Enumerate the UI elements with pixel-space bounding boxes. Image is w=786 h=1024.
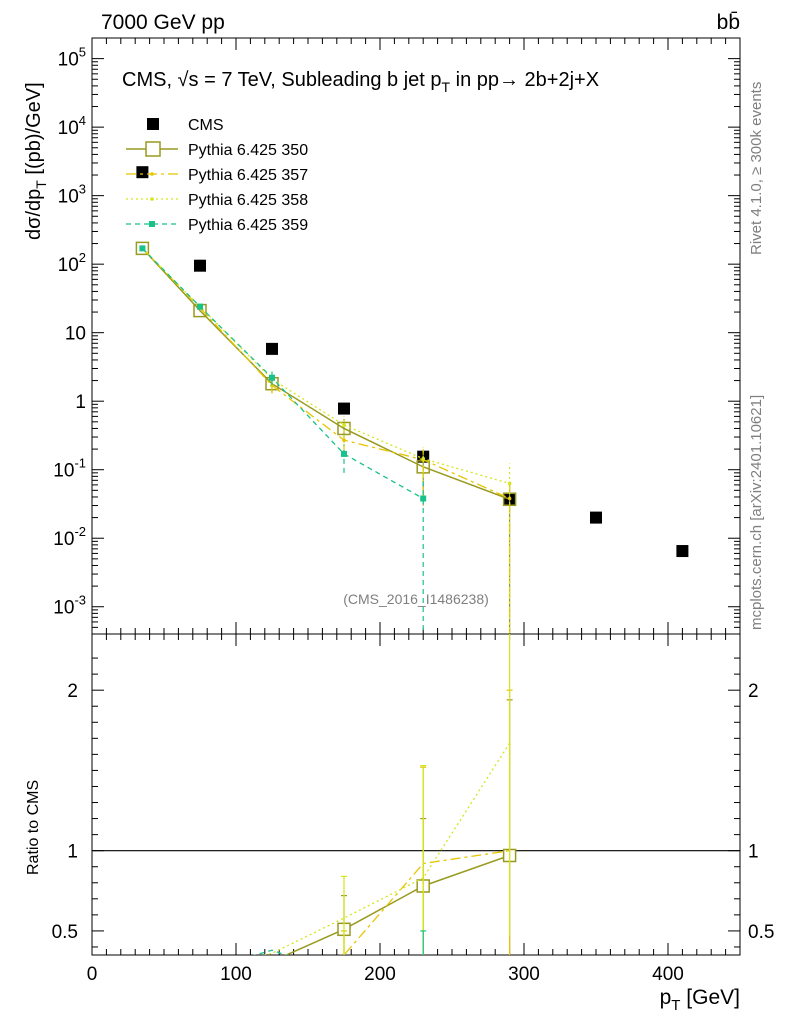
ratio-y-tick-label-right: 2	[748, 681, 759, 702]
rivet-version-label: Rivet 4.1.0, ≥ 300k events	[748, 82, 765, 255]
legend-marker-cms	[147, 118, 159, 130]
main-panel: 10-3 10-2 10-1 1 10 102 103 104 105	[53, 37, 741, 955]
legend-label: Pythia 6.425 358	[188, 192, 308, 209]
cms-data-point	[194, 259, 206, 272]
mc-marker	[507, 481, 512, 486]
mc-series-line	[141, 247, 510, 485]
y-tick-label: 104	[58, 113, 86, 139]
mc-marker	[139, 245, 146, 252]
y-tick-label: 1	[75, 392, 86, 413]
y-tick-label: 10-3	[53, 593, 86, 619]
ratio-y-tick-label: 0.5	[52, 922, 78, 943]
svg-text:dσ/dpT [(pb)/GeV]: dσ/dpT [(pb)/GeV]	[23, 82, 49, 240]
x-tick-label: 400	[652, 964, 684, 985]
mc-series-line	[141, 247, 510, 500]
ratio-y-tick-label-right: 1	[748, 842, 759, 863]
mc-series-line	[141, 247, 510, 500]
y-tick-label: 10	[65, 324, 86, 345]
x-tick-label: 0	[87, 964, 98, 985]
legend-label: Pythia 6.425 350	[188, 142, 308, 159]
y-tick-label: 105	[58, 45, 86, 71]
x-tick-label: 300	[508, 964, 540, 985]
legend-label: Pythia 6.425 357	[188, 167, 308, 184]
chart-title: CMS, √s = 7 TeV, Subleading b jet pT in …	[122, 69, 599, 95]
ratio-y-tick-label-right: 0.5	[748, 922, 774, 943]
legend-label: Pythia 6.425 359	[188, 217, 308, 234]
legend-marker	[149, 221, 155, 227]
cms-data-point	[590, 511, 602, 524]
ratio-y-tick-label: 1	[67, 842, 78, 863]
cms-data-point	[676, 545, 689, 558]
ratio-series-line	[253, 949, 288, 955]
mc-marker	[421, 456, 426, 461]
mc-marker	[341, 450, 347, 457]
svg-text:pT [GeV]: pT [GeV]	[660, 986, 740, 1014]
legend-marker	[145, 141, 161, 157]
mc-marker	[269, 374, 275, 381]
x-axis-label: pT [GeV]	[660, 986, 740, 1014]
mc-marker	[420, 495, 427, 502]
header-energy-label: 7000 GeV pp	[101, 11, 225, 34]
ratio-series-group	[253, 634, 517, 955]
legend-marker	[150, 197, 154, 201]
ratio-y-tick-label: 2	[67, 681, 78, 702]
ratio-frame	[91, 633, 741, 956]
x-tick-label: 100	[220, 964, 252, 985]
header-process-label: bb̄	[717, 11, 740, 34]
legend-marker	[150, 172, 154, 176]
analysis-watermark: (CMS_2016_I1486238)	[343, 591, 489, 607]
y-tick-label: 10-1	[53, 456, 86, 482]
mc-series-line	[141, 247, 424, 500]
cms-data-point	[266, 342, 278, 355]
y-tick-label: 102	[58, 250, 86, 276]
mc-marker	[337, 421, 351, 436]
ratio-series-line	[284, 854, 510, 955]
main-series-group	[135, 166, 689, 634]
cms-data-point	[338, 402, 350, 415]
svg-text:CMS, √s = 7 TeV, Subleading b: CMS, √s = 7 TeV, Subleading b jet pT in …	[122, 69, 599, 95]
ratio-panel: 0 100 200 300 400 0.5 0.5 1 1 2 2	[52, 633, 774, 985]
ratio-series-line	[339, 850, 510, 955]
ratio-series-line	[262, 742, 511, 955]
mc-marker	[342, 438, 346, 442]
mc-marker	[135, 241, 150, 256]
y-axis-label-ratio: Ratio to CMS	[25, 780, 42, 875]
y-axis-label-main: dσ/dpT [(pb)/GeV]	[23, 82, 49, 240]
mc-marker	[197, 303, 203, 310]
legend-label: CMS	[188, 117, 224, 134]
mc-marker	[342, 423, 346, 427]
cms-data-point	[136, 166, 149, 179]
mcplots-label: mcplots.cern.ch [arXiv:2401.10621]	[748, 395, 765, 630]
legend: CMS Pythia 6.425 350 Pythia 6.425 357 Pythi…	[126, 117, 308, 234]
y-tick-label: 103	[58, 182, 86, 208]
y-tick-label: 10-2	[53, 524, 86, 550]
x-tick-label: 200	[364, 964, 396, 985]
